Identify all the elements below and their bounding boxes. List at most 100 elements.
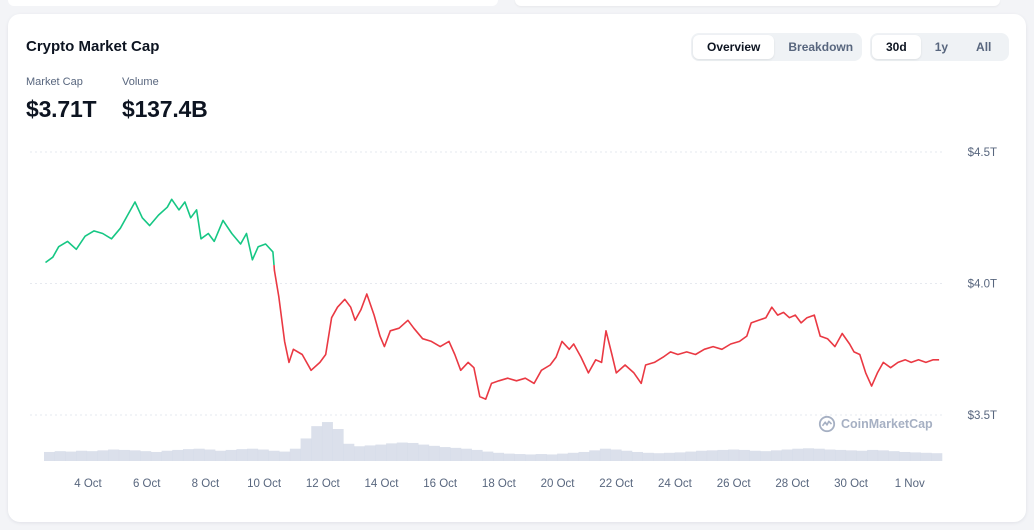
data-point	[360, 309, 361, 310]
volume-bar	[182, 449, 194, 461]
volume-bar	[439, 447, 451, 461]
data-point	[413, 328, 414, 329]
data-point	[507, 378, 508, 379]
volume-stat: Volume $137.4B	[122, 76, 208, 123]
x-tick-label: 30 Oct	[834, 478, 869, 490]
x-tick-label: 8 Oct	[192, 478, 220, 490]
data-point	[120, 228, 121, 229]
data-point	[758, 320, 759, 321]
data-point	[354, 320, 355, 321]
data-point	[588, 372, 589, 373]
x-tick-label: 14 Oct	[365, 478, 400, 490]
data-point	[491, 383, 492, 384]
volume-bar	[717, 449, 729, 461]
volume-bar	[247, 448, 259, 461]
volume-bar	[321, 422, 333, 461]
data-point	[721, 349, 722, 350]
data-point	[890, 367, 891, 368]
volume-bar	[931, 453, 943, 461]
data-point	[184, 201, 185, 202]
data-point	[390, 330, 391, 331]
data-point	[167, 207, 168, 208]
data-point	[325, 354, 326, 355]
range-30d[interactable]: 30d	[872, 35, 921, 59]
data-point	[827, 338, 828, 339]
data-point	[569, 349, 570, 350]
data-point	[498, 380, 499, 381]
x-tick-label: 6 Oct	[133, 478, 161, 490]
volume-bar	[728, 449, 740, 461]
data-point	[252, 259, 253, 260]
data-point	[663, 357, 664, 358]
x-tick-label: 24 Oct	[658, 478, 693, 490]
data-point	[550, 364, 551, 365]
data-point	[730, 343, 731, 344]
data-point	[883, 362, 884, 363]
volume-bar	[631, 451, 643, 461]
data-point	[853, 351, 854, 352]
volume-bar	[140, 451, 152, 461]
data-point	[905, 359, 906, 360]
data-point	[52, 257, 53, 258]
volume-bar	[824, 449, 836, 461]
data-point	[479, 396, 480, 397]
data-point	[102, 233, 103, 234]
volume-bar	[642, 452, 654, 461]
volume-bar	[578, 451, 590, 461]
data-point	[704, 349, 705, 350]
data-point	[516, 380, 517, 381]
range-all[interactable]: All	[976, 40, 992, 54]
data-point	[460, 370, 461, 371]
volume-bar	[760, 451, 772, 461]
market-cap-label: Market Cap	[26, 76, 83, 88]
volume-bar	[546, 454, 558, 461]
data-point	[84, 236, 85, 237]
data-point	[274, 270, 275, 271]
data-point	[801, 322, 802, 323]
data-point	[129, 212, 130, 213]
tab-breakdown[interactable]: Breakdown	[788, 40, 854, 54]
data-point	[795, 314, 796, 315]
volume-bar	[54, 451, 66, 461]
data-point	[616, 372, 617, 373]
volume-bar	[236, 449, 248, 461]
volume-bar	[770, 450, 782, 461]
volume-bar	[599, 448, 611, 461]
volume-bar	[664, 452, 676, 461]
volume-bar	[354, 446, 366, 461]
data-point	[834, 346, 835, 347]
data-point	[871, 385, 872, 386]
data-point	[384, 346, 385, 347]
data-point	[820, 336, 821, 337]
data-point	[331, 317, 332, 318]
market-cap-line-up	[45, 198, 275, 266]
data-point	[765, 317, 766, 318]
volume-bar	[781, 449, 793, 461]
data-point	[344, 299, 345, 300]
data-point	[76, 249, 77, 250]
data-point	[111, 238, 112, 239]
data-point	[222, 220, 223, 221]
upper-card-edge-left	[8, 0, 498, 6]
volume-bar	[407, 442, 419, 461]
data-point	[580, 357, 581, 358]
range-1y[interactable]: 1y	[934, 40, 949, 54]
data-point	[293, 349, 294, 350]
market-cap-line-down	[273, 265, 940, 400]
data-point	[134, 201, 135, 202]
data-point	[231, 233, 232, 234]
data-point	[677, 354, 678, 355]
data-point	[771, 307, 772, 308]
volume-bar	[225, 449, 237, 461]
tab-overview[interactable]: Overview	[693, 35, 775, 59]
data-point	[561, 341, 562, 342]
volume-bar	[867, 449, 879, 461]
volume-bar	[118, 449, 130, 461]
data-point	[611, 354, 612, 355]
data-point	[777, 314, 778, 315]
volume-bar	[877, 450, 889, 461]
data-point	[645, 364, 646, 365]
volume-bar	[493, 452, 504, 461]
volume-bar	[653, 453, 665, 461]
